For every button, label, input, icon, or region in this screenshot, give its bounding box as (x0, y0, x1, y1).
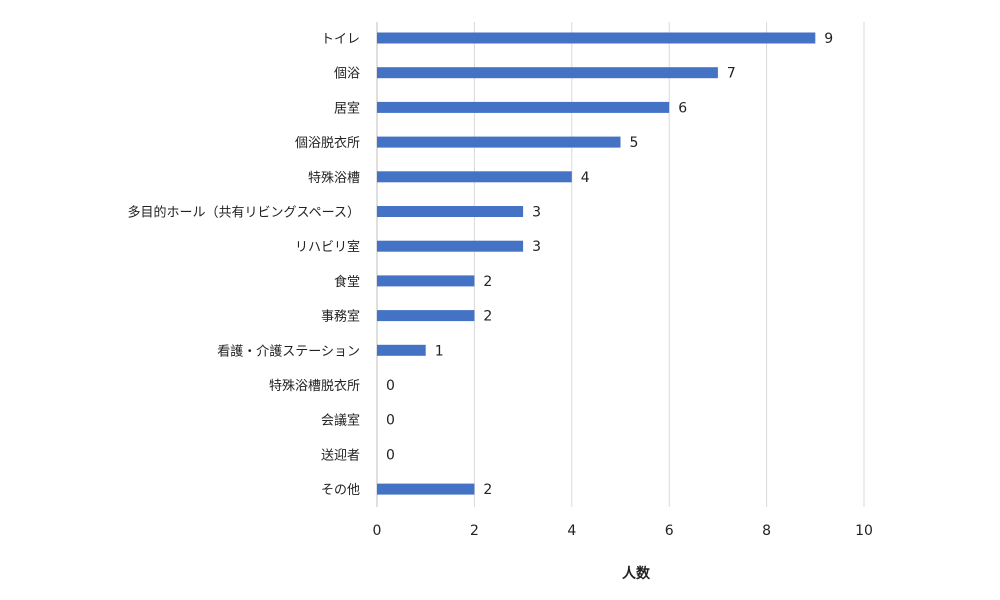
x-tick-label: 8 (762, 523, 771, 539)
data-label: 4 (581, 170, 590, 186)
data-label: 0 (386, 413, 395, 429)
data-label: 1 (435, 343, 444, 359)
gridlines (376, 22, 865, 507)
data-label: 0 (386, 378, 395, 394)
bar (377, 32, 816, 44)
x-tick-label: 6 (665, 523, 674, 539)
bar (377, 206, 524, 217)
data-label: 2 (483, 309, 492, 325)
x-tick-label: 10 (855, 523, 873, 539)
bar (377, 344, 426, 356)
bar (377, 483, 475, 495)
category-label: その他 (321, 483, 360, 498)
bar (377, 171, 572, 183)
x-axis-title: 人数 (622, 565, 651, 582)
data-label: 0 (386, 447, 395, 463)
category-label: 会議室 (321, 413, 360, 429)
bar (377, 240, 524, 252)
category-label: 特殊浴槽 (308, 171, 360, 186)
data-label: 3 (532, 205, 541, 221)
data-label: 6 (678, 100, 687, 116)
bar (377, 67, 718, 79)
bar (377, 101, 670, 113)
x-tick-label: 2 (470, 523, 479, 539)
data-label: 3 (532, 239, 541, 255)
data-label: 9 (824, 31, 833, 47)
x-tick-label: 0 (373, 523, 382, 539)
data-label: 5 (630, 135, 639, 151)
bar (377, 136, 621, 148)
category-label: 食堂 (334, 274, 360, 290)
data-label: 2 (483, 482, 492, 498)
x-tick-label: 4 (567, 523, 576, 539)
category-label: トイレ (321, 32, 360, 47)
category-label: リハビリ室 (295, 239, 360, 255)
category-label: 個浴 (334, 67, 360, 82)
category-label: 居室 (334, 100, 360, 116)
x-tick-labels: 0 2 4 6 8 10 (373, 523, 873, 539)
bar (377, 310, 475, 322)
data-label: 2 (483, 274, 492, 290)
data-label: 7 (727, 66, 736, 82)
bars (377, 32, 816, 495)
category-label: 事務室 (321, 309, 360, 325)
category-label: 特殊浴槽脱衣所 (269, 378, 360, 394)
category-label: 看護・介護ステーション (217, 343, 360, 359)
bar (377, 275, 475, 287)
category-label: 多目的ホール（共有リビングスペース） (128, 205, 360, 221)
category-label: 個浴脱衣所 (295, 135, 360, 151)
category-label: 送迎者 (321, 448, 360, 463)
data-labels: 9 7 6 5 4 3 3 2 2 1 0 0 0 2 (386, 31, 833, 498)
